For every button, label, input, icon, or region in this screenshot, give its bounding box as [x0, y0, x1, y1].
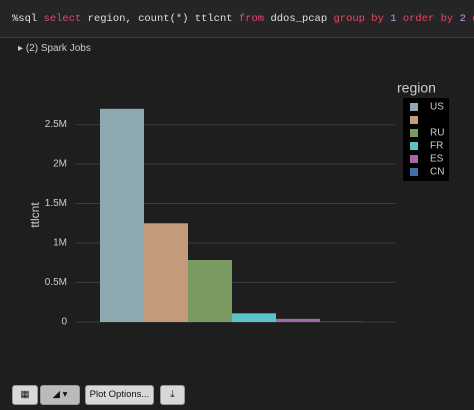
code-token: %sql [12, 13, 38, 25]
legend-swatch [410, 129, 418, 137]
legend-label: RU [430, 128, 444, 139]
spark-jobs[interactable]: ▸ (2) Spark Jobs [18, 43, 91, 54]
code-token: ddos_pcap [270, 13, 328, 25]
legend-label: CN [430, 167, 444, 178]
legend-swatch [410, 142, 418, 150]
code-token: 2 [459, 13, 466, 25]
chart: ttlcnt region 0 0.5M 1M 1.5M 2M 2.5M US RU FR ES C… [28, 80, 449, 328]
code-token: 1 [390, 13, 397, 25]
plot-options-button[interactable]: Plot Options... [85, 385, 154, 405]
bar [188, 260, 232, 322]
code-cell[interactable]: %sql select region, count(*) ttlcnt from… [0, 0, 474, 38]
y-tick-label: 0.5M [45, 277, 67, 288]
y-tick-label: 1.5M [45, 198, 67, 209]
legend-label: US [430, 102, 444, 113]
y-tick-label: 2M [53, 159, 67, 170]
legend-label: ES [430, 154, 444, 165]
legend-swatch [410, 168, 418, 176]
code-token: order by [402, 13, 454, 25]
legend-label: FR [430, 141, 443, 152]
download-button[interactable]: ⤓ [160, 385, 185, 405]
spark-jobs-label: (2) Spark Jobs [25, 43, 91, 54]
y-tick-label: 0 [61, 317, 67, 328]
legend-swatch [410, 116, 418, 124]
bar [100, 108, 144, 322]
code-token: from [238, 13, 265, 25]
chart-button[interactable]: ◢ ▾ [40, 385, 80, 405]
legend-swatch [410, 103, 418, 111]
legend-title: region [397, 80, 436, 96]
code-token: group by [333, 13, 384, 25]
code-token: desc [472, 13, 474, 25]
legend-box [403, 98, 449, 181]
y-tick-label: 1M [53, 238, 67, 249]
table-button[interactable]: ▦ [12, 385, 38, 405]
y-axis-label: ttlcnt [28, 202, 42, 228]
bar [232, 313, 276, 322]
legend-swatch [410, 155, 418, 163]
code-token: select [43, 13, 82, 25]
code-token: region, count(*) ttlcnt [87, 13, 233, 25]
bar [276, 318, 320, 322]
y-tick-label: 2.5M [45, 119, 67, 130]
bar [144, 223, 188, 322]
